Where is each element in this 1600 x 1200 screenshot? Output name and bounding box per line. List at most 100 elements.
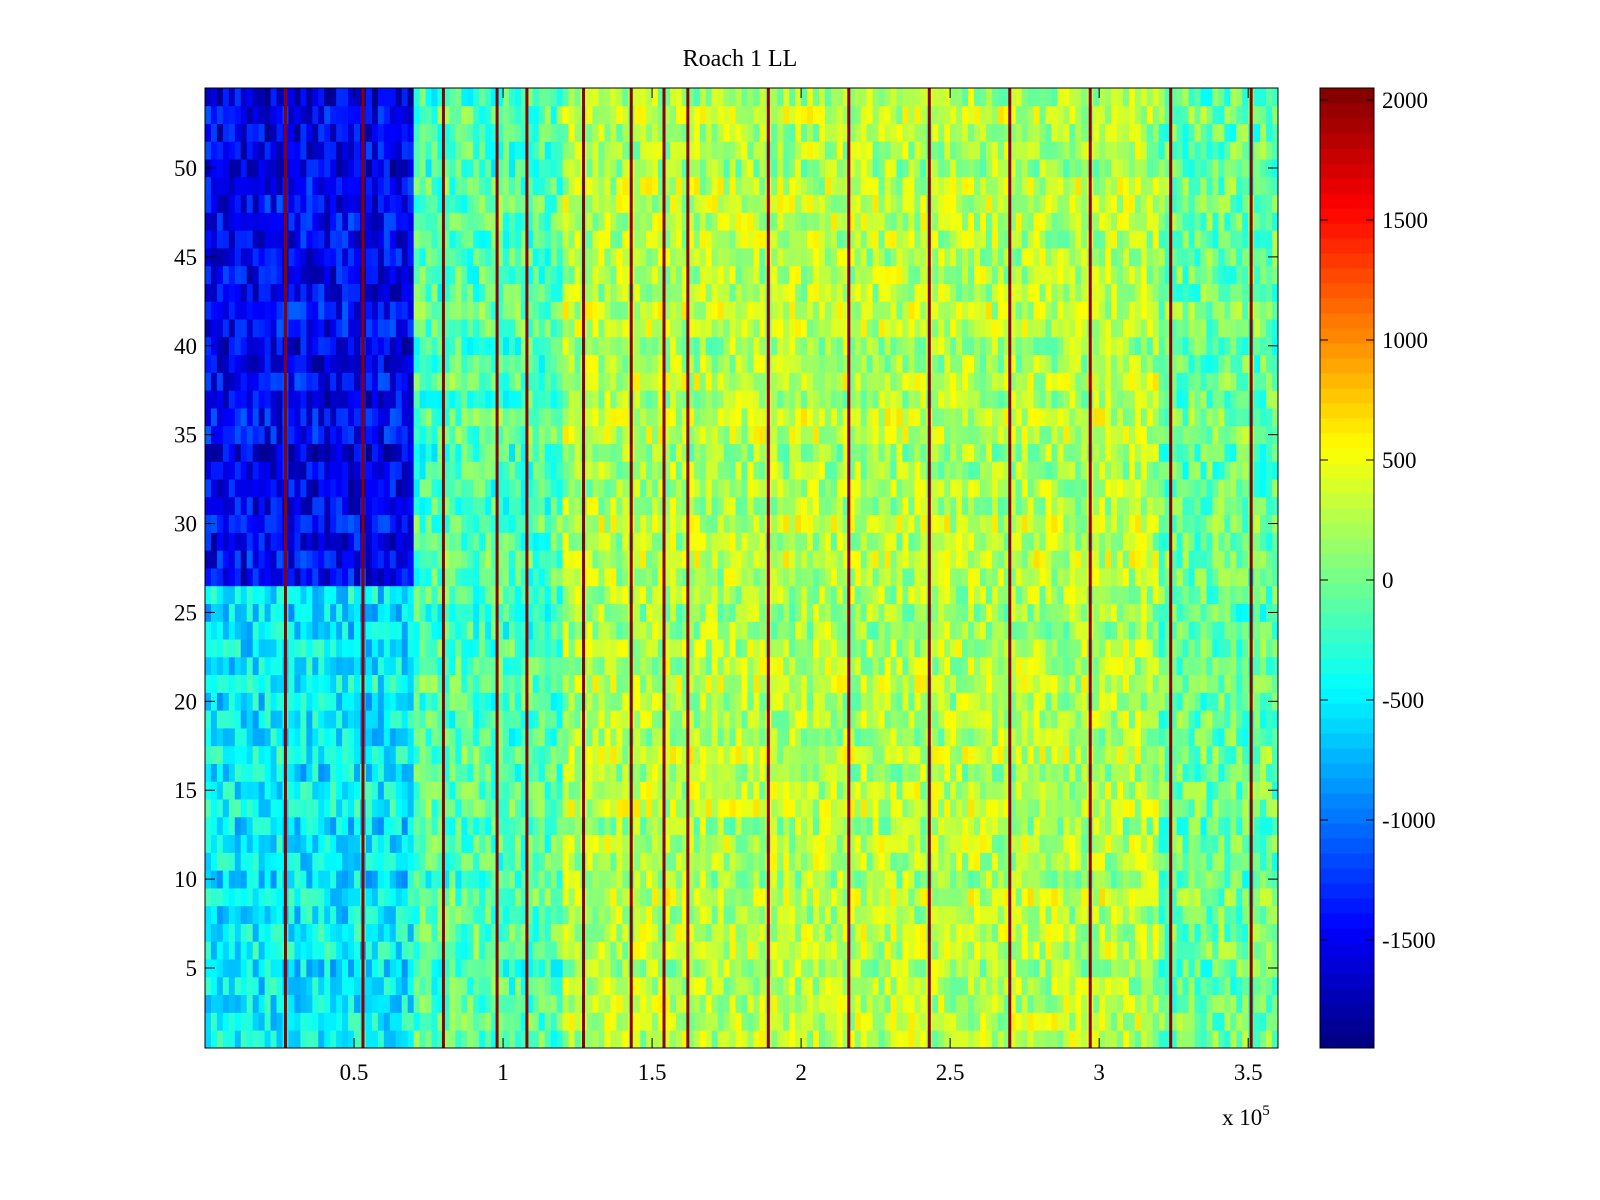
heatmap-cell xyxy=(1027,994,1034,1013)
heatmap-cell xyxy=(944,870,951,889)
heatmap-cell xyxy=(485,781,492,800)
heatmap-cell xyxy=(1033,568,1040,587)
heatmap-cell xyxy=(461,852,468,871)
heatmap-cell xyxy=(425,656,432,676)
heatmap-cell xyxy=(1027,852,1034,871)
heatmap-cell xyxy=(1206,568,1213,587)
heatmap-cell xyxy=(318,674,325,693)
heatmap-cell xyxy=(616,745,623,764)
heatmap-cell xyxy=(1027,959,1034,978)
heatmap-cell xyxy=(342,976,349,996)
heatmap-cell xyxy=(687,1030,695,1049)
heatmap-cell xyxy=(1027,692,1034,711)
heatmap-cell xyxy=(699,834,707,853)
heatmap-cell xyxy=(830,941,838,960)
heatmap-cell xyxy=(443,710,450,729)
heatmap-cell xyxy=(258,674,266,693)
heatmap-cell xyxy=(228,568,236,587)
heatmap-cell xyxy=(801,656,808,676)
heatmap-cell xyxy=(407,639,415,658)
heatmap-cell xyxy=(377,799,385,818)
heatmap-cell xyxy=(801,888,808,907)
heatmap-cell xyxy=(604,728,611,747)
heatmap-cell xyxy=(1111,923,1118,942)
heatmap-cell xyxy=(324,674,331,693)
heatmap-cell xyxy=(413,692,420,711)
heatmap-cell xyxy=(473,959,480,978)
heatmap-cell xyxy=(610,585,617,604)
heatmap-cell xyxy=(330,834,337,853)
heatmap-cell xyxy=(735,728,742,747)
heatmap-cell xyxy=(264,550,271,569)
heatmap-cell xyxy=(646,816,653,836)
heatmap-cell xyxy=(1200,568,1207,587)
heatmap-cell xyxy=(646,923,653,942)
heatmap-cell xyxy=(562,763,570,782)
heatmap-cell xyxy=(514,976,522,996)
heatmap-cell xyxy=(932,745,939,764)
heatmap-cell xyxy=(1093,568,1100,587)
heatmap-cell xyxy=(729,994,736,1013)
heatmap-cell xyxy=(234,852,242,871)
heatmap-cell xyxy=(962,888,969,907)
heatmap-cell xyxy=(801,603,808,622)
heatmap-cell xyxy=(830,994,838,1013)
heatmap-cell xyxy=(1015,781,1023,800)
heatmap-cell xyxy=(216,639,224,658)
heatmap-cell xyxy=(1123,994,1130,1013)
heatmap-cell xyxy=(747,959,754,978)
heatmap-cell xyxy=(324,976,331,996)
heatmap-cell xyxy=(497,870,504,889)
heatmap-cell xyxy=(753,728,760,747)
heatmap-cell xyxy=(1093,923,1100,942)
heatmap-cell xyxy=(562,568,570,587)
heatmap-cell xyxy=(1003,550,1011,569)
heatmap-cell xyxy=(932,781,939,800)
heatmap-cell xyxy=(658,905,665,924)
heatmap-cell xyxy=(1236,905,1243,924)
heatmap-cell xyxy=(449,603,456,622)
heatmap-cell xyxy=(425,781,432,800)
heatmap-cell xyxy=(866,870,874,889)
heatmap-cell xyxy=(866,941,874,960)
heatmap-cell xyxy=(568,621,575,640)
heatmap-cell xyxy=(783,639,790,658)
heatmap-cell xyxy=(371,603,379,622)
heatmap-cell xyxy=(1051,1012,1058,1031)
heatmap-cell xyxy=(711,763,719,782)
heatmap-cell xyxy=(729,585,736,604)
heatmap-cell xyxy=(1218,763,1225,782)
heatmap-cell xyxy=(962,710,969,729)
heatmap-cell xyxy=(228,656,236,676)
heatmap-cell xyxy=(747,905,754,924)
heatmap-cell xyxy=(550,763,558,782)
heatmap-cell xyxy=(878,852,885,871)
heatmap-cell xyxy=(389,692,397,711)
heatmap-cell xyxy=(514,550,522,569)
heatmap-cell xyxy=(866,763,874,782)
heatmap-cell xyxy=(914,639,921,658)
heatmap-cell xyxy=(1188,728,1195,747)
heatmap-cell xyxy=(896,799,903,818)
heatmap-cell xyxy=(473,585,480,604)
heatmap-cell xyxy=(687,585,695,604)
heatmap-cell xyxy=(1176,728,1184,747)
heatmap-cell xyxy=(431,603,438,622)
heatmap-cell xyxy=(1063,870,1070,889)
heatmap-cell xyxy=(276,639,283,658)
heatmap-cell xyxy=(735,941,742,960)
heatmap-cell xyxy=(485,888,492,907)
heatmap-cell xyxy=(729,674,736,693)
heatmap-cell xyxy=(288,763,295,782)
heatmap-cell xyxy=(860,834,868,853)
heatmap-cell xyxy=(658,852,665,871)
heatmap-cell xyxy=(330,816,337,836)
heatmap-cell xyxy=(270,888,277,907)
heatmap-cell xyxy=(1015,656,1023,676)
heatmap-cell xyxy=(705,941,713,960)
heatmap-cell xyxy=(1051,745,1058,764)
heatmap-cell xyxy=(1069,923,1076,942)
heatmap-cell xyxy=(467,781,474,800)
heatmap-cell xyxy=(640,799,647,818)
heatmap-cell xyxy=(532,1030,540,1049)
